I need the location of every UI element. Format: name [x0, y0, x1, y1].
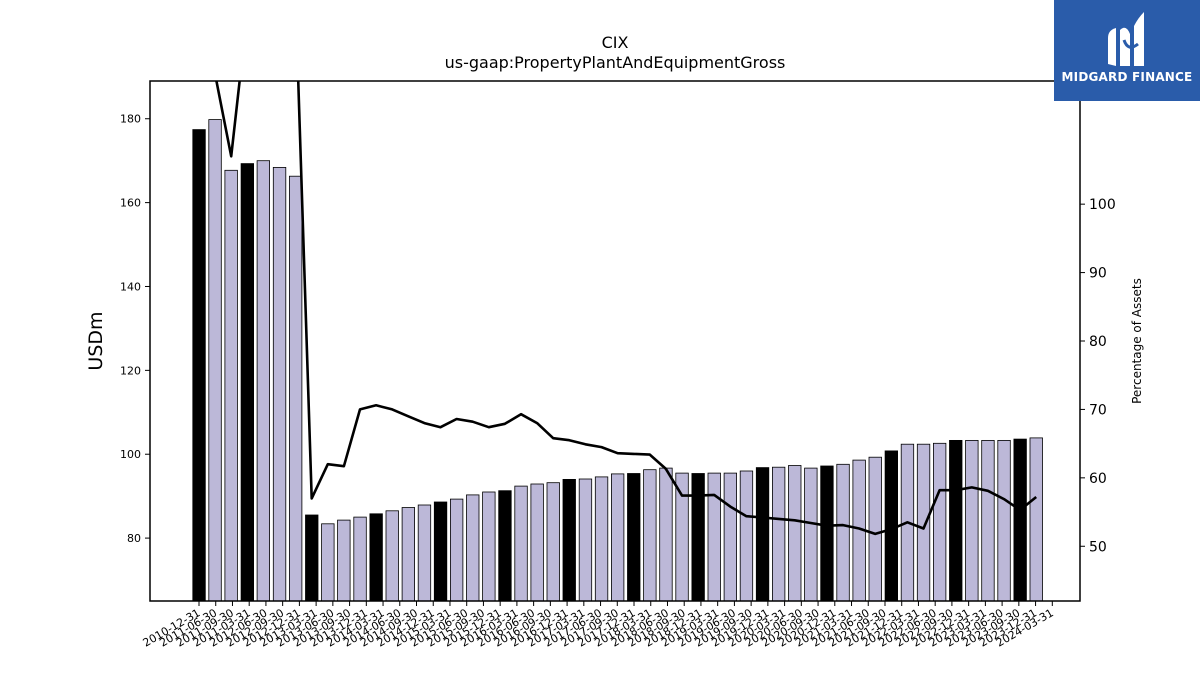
bar — [691, 473, 705, 602]
bar — [788, 465, 802, 602]
bar — [498, 490, 512, 602]
y-tick-label: 80 — [127, 532, 141, 545]
bar — [288, 175, 303, 602]
bar — [353, 516, 367, 602]
series-line — [215, 81, 1038, 536]
bar — [981, 439, 995, 602]
bar — [739, 470, 754, 602]
bar — [949, 439, 963, 602]
bar — [627, 473, 641, 602]
y2-tick-label: 80 — [1089, 334, 1107, 350]
bar — [997, 439, 1011, 602]
y2-tick-label: 70 — [1089, 402, 1107, 418]
bar — [804, 467, 818, 602]
bar — [514, 485, 528, 602]
bar — [643, 469, 657, 602]
bar — [916, 443, 931, 602]
bar — [449, 498, 464, 602]
bar — [707, 472, 721, 602]
bar — [337, 519, 351, 602]
line-layer — [215, 81, 1038, 536]
y2-tick-label: 100 — [1089, 197, 1116, 213]
bar — [224, 169, 238, 602]
bar — [466, 494, 480, 602]
bar — [482, 491, 496, 602]
bar — [546, 482, 560, 602]
chart-subtitle: us-gaap:PropertyPlantAndEquipmentGross — [445, 53, 786, 72]
y2-tick-label: 60 — [1089, 471, 1107, 487]
chart-title: CIX — [602, 33, 629, 52]
bar — [594, 476, 609, 602]
brand-name: MIDGARD FINANCE — [1061, 70, 1193, 84]
bar — [256, 160, 271, 602]
y2-tick-label: 50 — [1089, 539, 1107, 555]
bar — [208, 119, 222, 602]
y2-tick-label: 90 — [1089, 266, 1107, 282]
bar — [675, 472, 689, 602]
bar — [820, 465, 834, 602]
bar — [530, 483, 544, 602]
bar — [369, 513, 383, 602]
bar — [401, 507, 416, 602]
y-tick-label: 160 — [120, 197, 141, 210]
bar — [1029, 437, 1043, 602]
bar — [321, 523, 335, 602]
bar — [611, 473, 625, 602]
bar — [868, 456, 882, 602]
y2-axis-label: Percentage of Assets — [1130, 278, 1144, 404]
brand-logo: MIDGARD FINANCE — [1054, 0, 1200, 101]
bar — [723, 472, 737, 602]
bar — [772, 466, 786, 602]
bar — [659, 467, 673, 602]
bar — [417, 504, 432, 602]
y-axis-label: USDm — [85, 311, 107, 370]
bar — [305, 514, 319, 602]
y-tick-label: 100 — [120, 448, 141, 461]
bar — [562, 478, 576, 602]
bar — [240, 163, 255, 602]
y-tick-label: 120 — [120, 364, 141, 377]
brand-mark-icon — [1108, 12, 1144, 66]
bars-layer — [192, 119, 1043, 602]
bar — [385, 510, 399, 602]
y-tick-label: 180 — [120, 113, 141, 126]
bar — [836, 463, 850, 602]
bar — [433, 501, 448, 602]
axes-layer: 8010012014016018050607080901002010-12-31… — [120, 80, 1116, 650]
y-tick-label: 140 — [120, 280, 141, 293]
bar — [1013, 438, 1027, 602]
bar — [192, 129, 206, 602]
bar — [272, 166, 287, 602]
bar — [755, 467, 770, 602]
bar — [965, 439, 979, 602]
bar — [578, 478, 593, 602]
bar — [933, 442, 947, 602]
